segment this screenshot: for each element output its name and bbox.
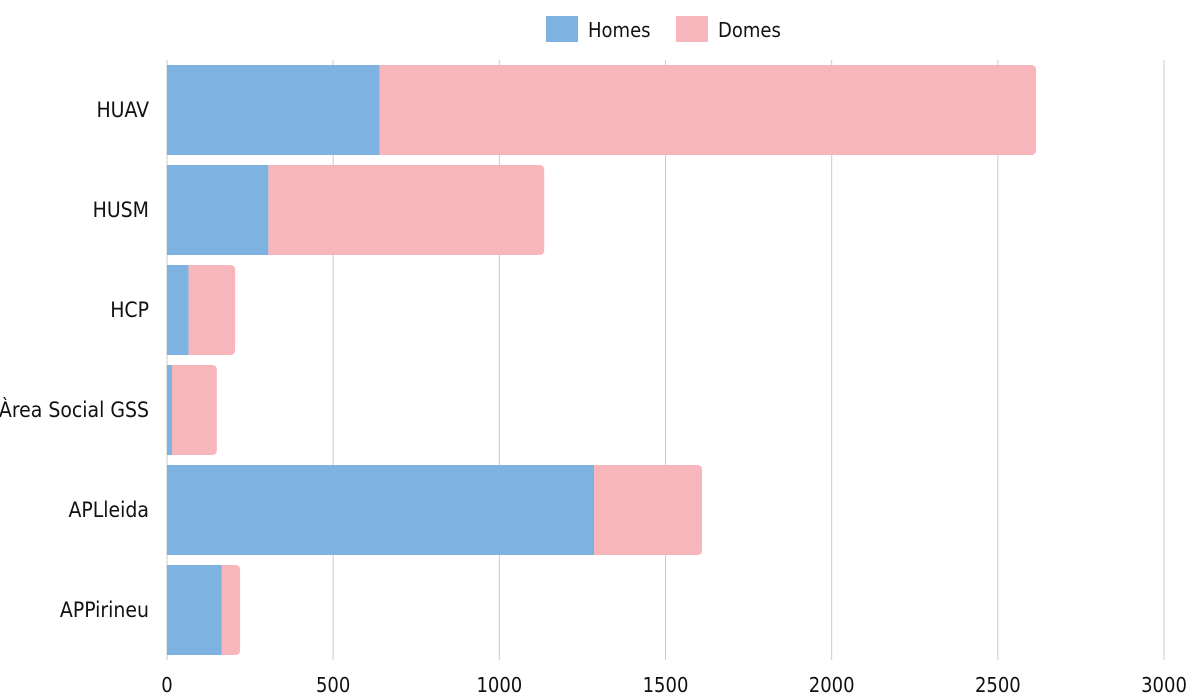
bar-husm-domes (268, 165, 545, 255)
x-tick-label-1500: 1500 (643, 673, 689, 696)
category-label-area-social-gss: Àrea Social GSS (0, 397, 149, 422)
bar-huav-homes (167, 65, 380, 155)
bar-aplleida-homes (167, 465, 595, 555)
bar-area-social-gss-domes (171, 365, 217, 455)
bars (167, 65, 1037, 655)
legend-label-domes: Domes (718, 18, 781, 42)
legend-swatch-domes (676, 16, 708, 42)
x-tick-label-1000: 1000 (476, 673, 522, 696)
bar-appirineu-domes (221, 565, 241, 655)
bar-area-social-gss-homes (167, 365, 172, 455)
bar-husm-homes (167, 165, 269, 255)
category-label-hcp: HCP (110, 298, 149, 322)
bar-hcp-homes (167, 265, 189, 355)
bar-hcp-domes (188, 265, 236, 355)
category-label-aplleida: APLleida (68, 498, 149, 522)
x-tick-label-500: 500 (316, 673, 350, 696)
bar-aplleida-domes (594, 465, 703, 555)
x-axis-tick-labels: 0 500 1000 1500 2000 2500 3000 (161, 673, 1187, 696)
bar-huav-domes (379, 65, 1037, 155)
x-tick-label-2500: 2500 (975, 673, 1021, 696)
legend-label-homes: Homes (588, 18, 651, 42)
category-labels: HUAV HUSM HCP Àrea Social GSS APLleida APPiri… (0, 98, 149, 622)
x-tick-label-2000: 2000 (809, 673, 855, 696)
legend-swatch-homes (546, 16, 578, 42)
category-label-appirineu: APPirineu (60, 598, 149, 622)
x-tick-label-0: 0 (161, 673, 172, 696)
category-label-huav: HUAV (96, 98, 149, 122)
legend: Homes Domes (546, 16, 781, 42)
bar-appirineu-homes (167, 565, 222, 655)
x-tick-label-3000: 3000 (1141, 673, 1187, 696)
category-label-husm: HUSM (93, 198, 149, 222)
grid-lines (166, 60, 1165, 660)
